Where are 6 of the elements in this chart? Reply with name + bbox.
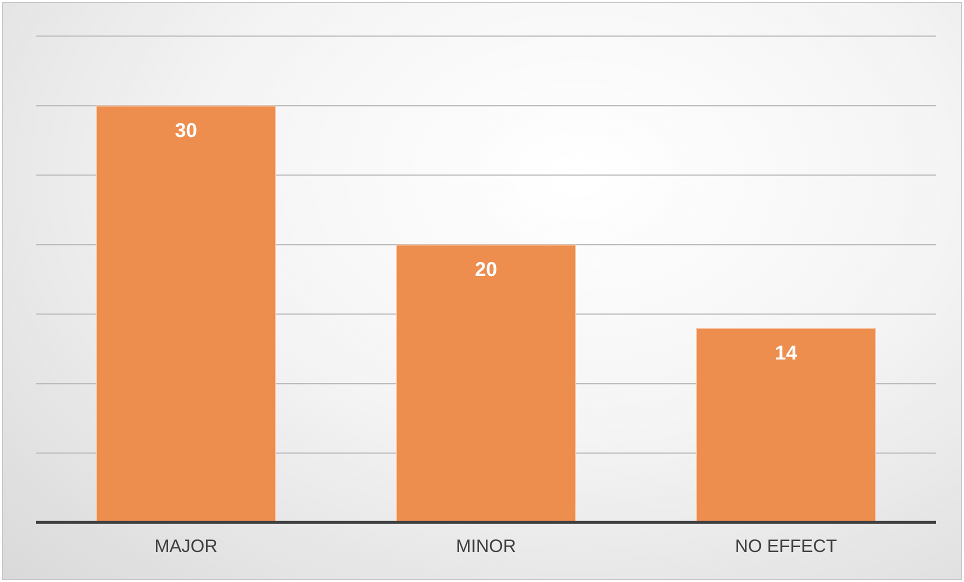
x-tick-label: MINOR: [456, 536, 516, 556]
data-label: 14: [774, 342, 798, 364]
x-tick-label: NO EFFECT: [735, 536, 837, 556]
data-label: 30: [174, 120, 198, 142]
x-tick-label: MAJOR: [154, 536, 218, 556]
data-label: 20: [474, 258, 498, 281]
